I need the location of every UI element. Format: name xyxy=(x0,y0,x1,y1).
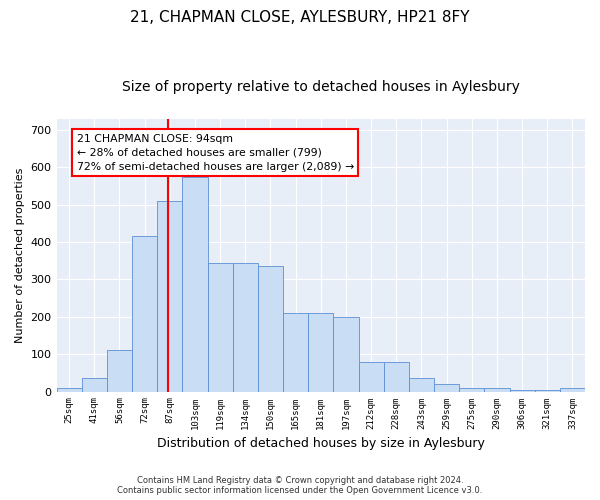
Bar xyxy=(157,201,182,392)
Bar xyxy=(56,388,82,392)
Bar xyxy=(82,378,107,392)
Bar xyxy=(383,362,409,392)
Bar xyxy=(434,384,459,392)
Bar xyxy=(132,236,157,392)
Y-axis label: Number of detached properties: Number of detached properties xyxy=(15,168,25,343)
Text: 21, CHAPMAN CLOSE, AYLESBURY, HP21 8FY: 21, CHAPMAN CLOSE, AYLESBURY, HP21 8FY xyxy=(130,10,470,25)
Bar xyxy=(459,388,484,392)
Bar xyxy=(258,266,283,392)
Bar xyxy=(509,390,535,392)
Bar xyxy=(182,176,208,392)
Text: 21 CHAPMAN CLOSE: 94sqm
← 28% of detached houses are smaller (799)
72% of semi-d: 21 CHAPMAN CLOSE: 94sqm ← 28% of detache… xyxy=(77,134,354,172)
Bar xyxy=(535,390,560,392)
Bar xyxy=(233,262,258,392)
Bar xyxy=(334,317,359,392)
Bar xyxy=(560,388,585,392)
Bar xyxy=(359,362,383,392)
Bar xyxy=(409,378,434,392)
X-axis label: Distribution of detached houses by size in Aylesbury: Distribution of detached houses by size … xyxy=(157,437,485,450)
Bar xyxy=(484,388,509,392)
Bar xyxy=(208,262,233,392)
Bar xyxy=(308,313,334,392)
Bar xyxy=(107,350,132,392)
Bar xyxy=(283,313,308,392)
Text: Contains HM Land Registry data © Crown copyright and database right 2024.
Contai: Contains HM Land Registry data © Crown c… xyxy=(118,476,482,495)
Title: Size of property relative to detached houses in Aylesbury: Size of property relative to detached ho… xyxy=(122,80,520,94)
